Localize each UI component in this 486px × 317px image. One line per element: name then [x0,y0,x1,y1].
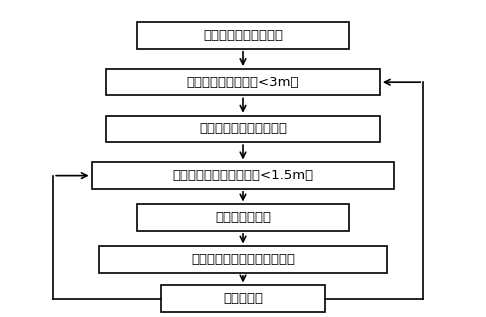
Text: 分层施工完: 分层施工完 [223,292,263,305]
Text: 土方机械开挖（深度<3m）: 土方机械开挖（深度<3m） [187,76,299,89]
Bar [106,116,380,142]
Text: 桩间板钢筋连接: 桩间板钢筋连接 [215,211,271,224]
Text: 悬臂桩及压顶梁施工完: 悬臂桩及压顶梁施工完 [203,29,283,42]
Bar [138,204,348,231]
Bar [161,285,325,312]
Text: 设置临时排水沟和集水坑: 设置临时排水沟和集水坑 [199,122,287,135]
Text: 人工开挖桩间板槽（深度<1.5m）: 人工开挖桩间板槽（深度<1.5m） [173,169,313,182]
Bar [138,22,348,49]
Bar [106,69,380,95]
Text: 模板设置，混凝土浇筑、养护: 模板设置，混凝土浇筑、养护 [191,253,295,266]
Bar [99,247,387,273]
Bar [92,162,394,189]
